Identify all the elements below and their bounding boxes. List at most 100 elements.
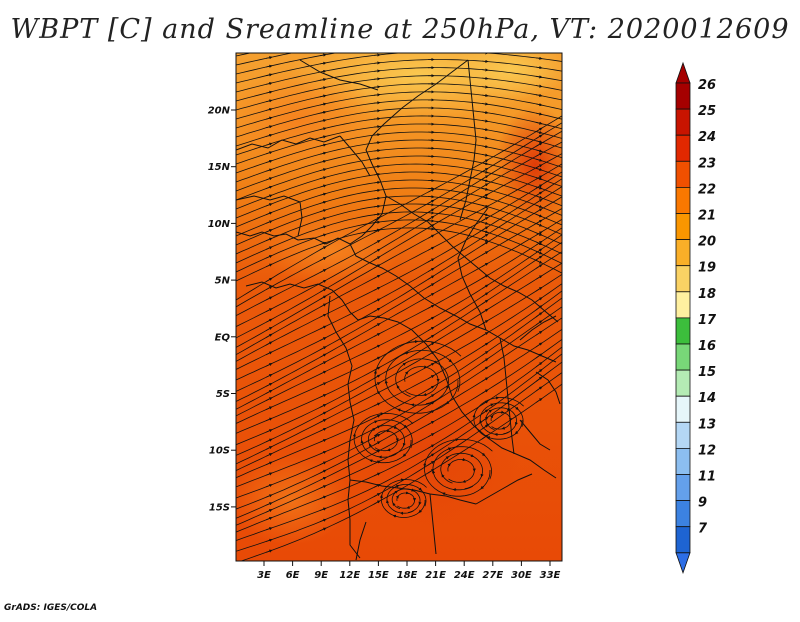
- streamline-arrow: [590, 177, 596, 179]
- streamline-arrow: [381, 495, 382, 498]
- streamline-arrow: [590, 103, 596, 107]
- lon-tick-label: 6E: [286, 570, 300, 581]
- streamline-arrow: [590, 230, 596, 234]
- streamline-arrow: [428, 213, 434, 214]
- streamline-arrow: [590, 227, 596, 230]
- streamline-arrow: [590, 116, 596, 117]
- streamline-arrow: [492, 415, 493, 416]
- colorbar-label: 25: [698, 104, 716, 119]
- streamline-arrow: [590, 247, 596, 250]
- colorbar-segment: [676, 318, 690, 344]
- streamline-arrow: [482, 61, 488, 62]
- streamline-arrow: [362, 440, 363, 443]
- streamline-arrow: [419, 503, 420, 505]
- streamline-arrow: [536, 49, 542, 50]
- colorbar-segment: [676, 396, 690, 422]
- colorbar-label: 23: [698, 156, 716, 171]
- colorbar-label: 9: [698, 496, 707, 511]
- streamline-arrow: [590, 237, 596, 240]
- streamline-arrow: [374, 47, 380, 48]
- streamline-arrow: [590, 188, 596, 192]
- streamline-arrow: [590, 166, 596, 170]
- streamline-arrow: [590, 177, 596, 181]
- colorbar-label: 12: [698, 443, 716, 458]
- streamline-arrow: [590, 268, 596, 271]
- streamline-arrow: [590, 337, 596, 341]
- streamline-arrow: [516, 423, 517, 425]
- colorbar-label: 19: [698, 261, 716, 276]
- colorbar-bottom-arrow: [676, 553, 690, 573]
- streamline-arrow: [590, 112, 596, 115]
- streamline-arrow: [320, 46, 326, 47]
- colorbar-label: 22: [698, 182, 716, 197]
- streamline-arrow: [374, 39, 380, 40]
- colorbar-label: 26: [698, 78, 716, 93]
- streamline-arrow: [590, 124, 596, 127]
- colorbar-label: 14: [698, 391, 716, 406]
- colorbar-segment: [676, 214, 690, 240]
- streamline-arrow: [398, 496, 399, 497]
- streamline-arrow: [590, 150, 596, 154]
- colorbar-segment: [676, 448, 690, 474]
- streamline-arrow: [590, 211, 596, 215]
- streamline-arrow: [590, 274, 596, 278]
- streamline-arrow: [590, 258, 596, 261]
- lon-tick-label: 24E: [454, 570, 475, 581]
- lon-tick-label: 30E: [511, 570, 532, 581]
- streamline-arrow: [425, 367, 427, 368]
- streamline-arrow: [428, 205, 434, 206]
- lon-tick-label: 21E: [425, 570, 446, 581]
- streamline-arrow: [590, 306, 596, 310]
- lat-tick-label: 5S: [216, 389, 230, 400]
- streamline-arrow: [590, 284, 596, 288]
- colorbar-segment: [676, 292, 690, 318]
- streamline-arrow: [374, 31, 380, 32]
- streamline-arrow: [590, 288, 596, 291]
- colorbar-segment: [676, 83, 690, 109]
- lon-tick-label: 3E: [257, 570, 271, 581]
- lat-tick-label: EQ: [215, 332, 231, 343]
- colorbar-label: 11: [698, 470, 716, 485]
- streamline-arrow: [590, 76, 596, 77]
- streamline: [236, 27, 596, 56]
- lon-tick-label: 12E: [339, 570, 360, 581]
- streamline-arrow: [590, 242, 596, 246]
- colorbar-label: 20: [698, 235, 716, 250]
- streamline-arrow: [463, 482, 465, 483]
- streamline-arrow: [590, 295, 596, 299]
- streamline-arrow: [320, 38, 326, 39]
- colorbar-segment: [676, 109, 690, 135]
- streamline-arrow: [428, 229, 434, 230]
- colorbar-segment: [676, 527, 690, 553]
- colorbar-segment: [676, 344, 690, 370]
- colorbar-label: 16: [698, 339, 716, 354]
- colorbar-segment: [676, 370, 690, 396]
- streamline-arrow: [590, 95, 596, 99]
- lat-tick-label: 10N: [208, 219, 231, 230]
- streamline-arrow: [590, 266, 596, 271]
- colorbar-label: 17: [698, 313, 717, 328]
- streamline-arrow: [590, 207, 596, 209]
- lon-tick-label: 33E: [540, 570, 561, 581]
- streamline-arrow: [590, 157, 596, 161]
- streamline-arrow: [590, 134, 596, 137]
- colorbar-label: 15: [698, 365, 716, 380]
- streamline-arrow: [474, 415, 475, 418]
- streamline-arrow: [590, 96, 596, 97]
- streamline-arrow: [590, 197, 596, 201]
- lat-tick-label: 10S: [209, 446, 230, 457]
- streamline-arrow: [590, 359, 596, 364]
- streamline-arrow: [590, 328, 596, 333]
- streamline-arrow: [590, 46, 596, 47]
- colorbar-segment: [676, 266, 690, 292]
- streamline-arrow: [590, 259, 596, 263]
- colorbar-segment: [676, 422, 690, 448]
- streamline-arrow: [590, 126, 596, 128]
- streamline-arrow: [590, 320, 596, 325]
- lon-tick-label: 18E: [397, 570, 418, 581]
- streamline-arrow: [590, 348, 596, 352]
- lon-tick-label: 9E: [314, 570, 328, 581]
